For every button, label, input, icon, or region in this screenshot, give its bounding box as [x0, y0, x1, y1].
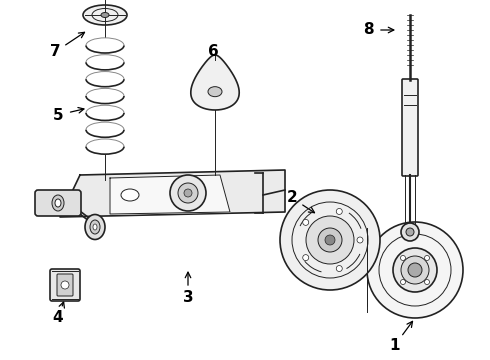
- Circle shape: [303, 255, 309, 261]
- Circle shape: [303, 219, 309, 225]
- Circle shape: [367, 222, 463, 318]
- Text: 1: 1: [390, 338, 400, 352]
- Circle shape: [400, 256, 406, 261]
- Circle shape: [393, 248, 437, 292]
- Circle shape: [401, 256, 429, 284]
- Circle shape: [408, 263, 422, 277]
- Circle shape: [424, 279, 430, 284]
- Ellipse shape: [90, 220, 100, 234]
- Ellipse shape: [83, 5, 127, 25]
- Circle shape: [336, 266, 343, 271]
- Text: 2: 2: [287, 190, 297, 206]
- Ellipse shape: [101, 13, 109, 18]
- Circle shape: [184, 189, 192, 197]
- Text: 6: 6: [208, 45, 219, 59]
- Text: 8: 8: [363, 22, 373, 37]
- Ellipse shape: [55, 199, 61, 207]
- Text: 4: 4: [53, 310, 63, 325]
- FancyBboxPatch shape: [50, 269, 80, 301]
- Circle shape: [406, 228, 414, 236]
- Circle shape: [401, 223, 419, 241]
- Ellipse shape: [121, 189, 139, 201]
- Circle shape: [280, 190, 380, 290]
- Circle shape: [61, 281, 69, 289]
- Text: 7: 7: [49, 45, 60, 59]
- FancyBboxPatch shape: [402, 79, 418, 176]
- Circle shape: [325, 235, 335, 245]
- Ellipse shape: [52, 195, 64, 211]
- Circle shape: [400, 279, 406, 284]
- Circle shape: [318, 228, 342, 252]
- Ellipse shape: [85, 215, 105, 239]
- Ellipse shape: [93, 224, 97, 230]
- FancyBboxPatch shape: [35, 190, 81, 216]
- Circle shape: [178, 183, 198, 203]
- Polygon shape: [191, 55, 239, 110]
- Text: 3: 3: [183, 291, 194, 306]
- Circle shape: [357, 237, 363, 243]
- Circle shape: [424, 256, 430, 261]
- Circle shape: [306, 216, 354, 264]
- Polygon shape: [60, 170, 285, 217]
- Polygon shape: [110, 175, 230, 214]
- Circle shape: [336, 208, 343, 215]
- FancyBboxPatch shape: [57, 274, 73, 296]
- Circle shape: [170, 175, 206, 211]
- Ellipse shape: [208, 87, 222, 97]
- Text: 5: 5: [53, 108, 63, 122]
